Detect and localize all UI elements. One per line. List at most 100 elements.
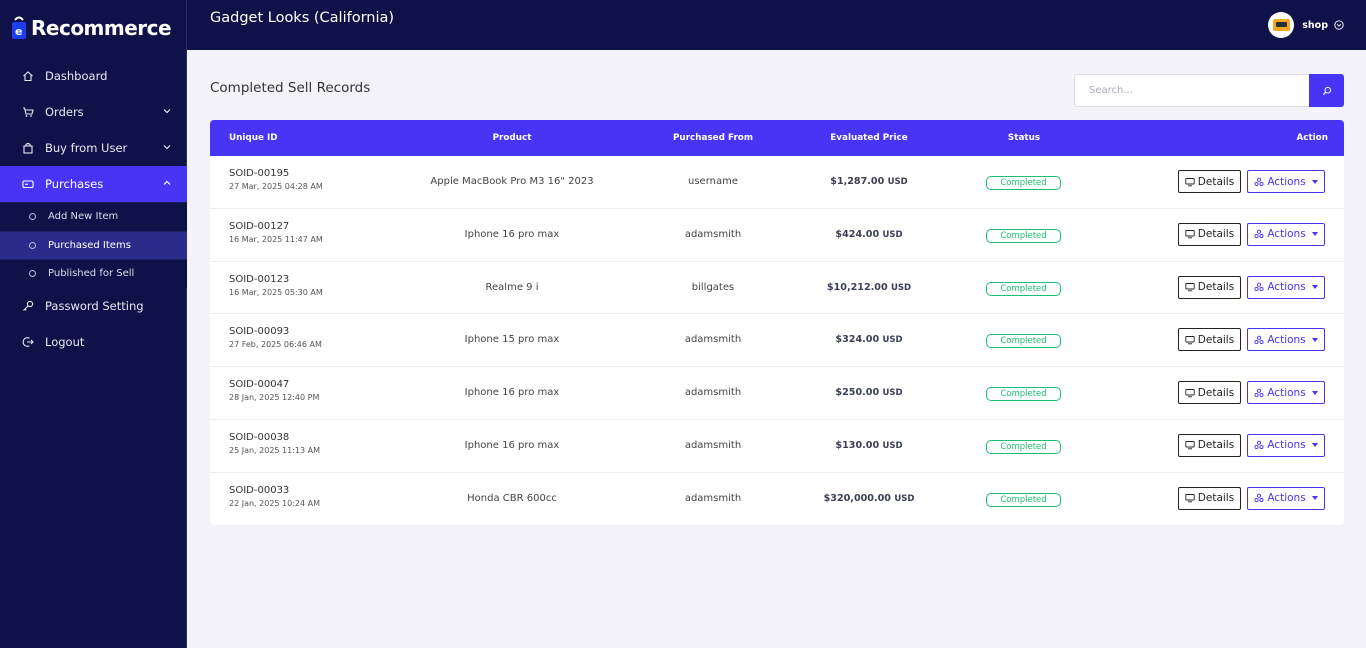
purchases-submenu: Add New Item Purchased Items Published f… xyxy=(0,202,187,288)
column-header-evaluated-price: Evaluated Price xyxy=(830,133,908,143)
app-logo[interactable]: e Recommerce xyxy=(9,14,172,42)
product-name: Iphone 15 pro max xyxy=(464,334,560,346)
sidebar-subitem-published-for-sell[interactable]: Published for Sell xyxy=(0,259,187,288)
search-button[interactable] xyxy=(1309,74,1344,107)
table-row: SOID-00033 22 Jan, 2025 10:24 AM Honda C… xyxy=(210,473,1344,525)
details-button[interactable]: Details xyxy=(1178,328,1241,352)
caret-down-icon xyxy=(1311,496,1318,501)
price-currency: USD xyxy=(890,282,912,293)
status-badge: Completed xyxy=(986,334,1061,349)
actions-dropdown-button[interactable]: Actions xyxy=(1247,328,1325,352)
caret-down-icon xyxy=(1311,337,1318,342)
users-icon xyxy=(1254,335,1264,344)
actions-dropdown-button[interactable]: Actions xyxy=(1247,486,1325,510)
sidebar-item-dashboard[interactable]: Dashboard xyxy=(0,58,187,94)
search-bar xyxy=(1074,74,1344,107)
price-currency: USD xyxy=(882,388,903,399)
record-date: 27 Feb, 2025 06:46 AM xyxy=(229,340,322,350)
details-label: Details xyxy=(1197,175,1235,188)
status-badge: Completed xyxy=(986,228,1061,243)
sidebar-item-buy-from-user[interactable]: Buy from User xyxy=(0,130,187,166)
monitor-icon xyxy=(1185,283,1195,292)
details-button[interactable]: Details xyxy=(1178,170,1241,193)
record-date: 27 Mar, 2025 04:28 AM xyxy=(229,182,323,191)
price-currency: USD xyxy=(882,440,903,451)
evaluated-price: $424.00 USD xyxy=(835,209,902,261)
actions-dropdown-button[interactable]: Actions xyxy=(1247,170,1325,193)
actions-dropdown-button[interactable]: Actions xyxy=(1247,433,1325,457)
evaluated-price: $324.00 USD xyxy=(835,314,902,366)
evaluated-price: $10,212.00 USD xyxy=(827,262,911,314)
actions-label: Actions xyxy=(1267,333,1306,346)
unique-id-cell: SOID-00195 27 Mar, 2025 04:28 AM xyxy=(229,168,323,191)
purchased-from: adamsmith xyxy=(684,439,742,451)
actions-dropdown-button[interactable]: Actions xyxy=(1247,222,1325,246)
price-amount: $250.00 xyxy=(835,387,880,399)
sidebar-subitem-label: Add New Item xyxy=(48,211,119,223)
record-date: 28 Jan, 2025 12:40 PM xyxy=(229,393,320,403)
purchased-from: adamsmith xyxy=(684,334,742,346)
column-header-purchased-from: Purchased From xyxy=(672,133,754,143)
price-amount: $424.00 xyxy=(835,228,880,240)
product-name: Iphone 16 pro max xyxy=(464,387,560,399)
sidebar-item-logout[interactable]: Logout xyxy=(0,324,187,360)
users-icon xyxy=(1254,282,1264,292)
details-label: Details xyxy=(1197,439,1235,452)
unique-id-cell: SOID-00093 27 Feb, 2025 06:46 AM xyxy=(229,326,322,349)
details-button[interactable]: Details xyxy=(1178,275,1241,299)
profile-name: shop xyxy=(1302,19,1328,31)
price-amount: $1,287.00 xyxy=(830,176,885,187)
unique-id-cell: SOID-00127 16 Mar, 2025 11:47 AM xyxy=(229,221,323,244)
unique-id: SOID-00093 xyxy=(229,326,290,338)
users-icon xyxy=(1254,177,1264,186)
avatar xyxy=(1268,12,1295,38)
table-row: SOID-00038 25 Jan, 2025 11:13 AM Iphone … xyxy=(210,420,1344,473)
key-icon xyxy=(22,300,34,312)
sidebar-item-orders[interactable]: Orders xyxy=(0,94,187,130)
svg-text:e: e xyxy=(15,25,22,38)
unique-id: SOID-00195 xyxy=(229,168,290,179)
sidebar-item-purchases[interactable]: Purchases xyxy=(0,166,187,202)
monitor-icon xyxy=(1185,388,1195,397)
price-amount: $324.00 xyxy=(835,334,880,346)
details-button[interactable]: Details xyxy=(1178,433,1241,457)
sidebar-subitem-purchased-items[interactable]: Purchased Items xyxy=(0,230,187,259)
record-date: 16 Mar, 2025 05:30 AM xyxy=(229,287,323,297)
unique-id: SOID-00033 xyxy=(229,484,290,496)
details-button[interactable]: Details xyxy=(1178,486,1241,510)
sidebar-subitem-add-new-item[interactable]: Add New Item xyxy=(0,202,187,231)
sidebar-item-password-setting[interactable]: Password Setting xyxy=(0,288,187,324)
bag-icon xyxy=(22,142,34,154)
circle-icon xyxy=(29,213,36,221)
search-input[interactable] xyxy=(1074,74,1309,107)
column-header-product: Product xyxy=(492,133,532,143)
evaluated-price: $1,287.00 USD xyxy=(830,156,907,208)
details-label: Details xyxy=(1197,492,1235,505)
table-row: SOID-00047 28 Jan, 2025 12:40 PM Iphone … xyxy=(210,367,1344,420)
price-currency: USD xyxy=(887,177,908,187)
users-icon xyxy=(1254,230,1264,239)
cart-icon xyxy=(22,106,34,118)
record-date: 22 Jan, 2025 10:24 AM xyxy=(229,498,321,508)
purchased-from: username xyxy=(688,176,738,187)
details-button[interactable]: Details xyxy=(1178,222,1241,246)
table-row: SOID-00195 27 Mar, 2025 04:28 AM Apple M… xyxy=(210,156,1344,209)
details-label: Details xyxy=(1197,386,1235,399)
app-name: Recommerce xyxy=(31,16,172,40)
status-badge: Completed xyxy=(986,492,1061,507)
monitor-icon xyxy=(1185,230,1195,239)
actions-dropdown-button[interactable]: Actions xyxy=(1247,381,1325,405)
product-name: Apple MacBook Pro M3 16" 2023 xyxy=(430,176,594,187)
circle-icon xyxy=(29,241,36,249)
users-icon xyxy=(1254,441,1264,450)
table-header: Unique ID Product Purchased From Evaluat… xyxy=(210,120,1344,156)
chevron-up-icon xyxy=(163,180,171,185)
price-currency: USD xyxy=(882,229,903,240)
actions-dropdown-button[interactable]: Actions xyxy=(1247,275,1325,299)
actions-label: Actions xyxy=(1267,439,1306,452)
details-button[interactable]: Details xyxy=(1178,381,1241,405)
monitor-icon xyxy=(1185,494,1195,503)
purchased-from: billgates xyxy=(691,281,735,293)
details-label: Details xyxy=(1197,228,1235,241)
profile-menu[interactable]: shop xyxy=(1268,12,1344,38)
